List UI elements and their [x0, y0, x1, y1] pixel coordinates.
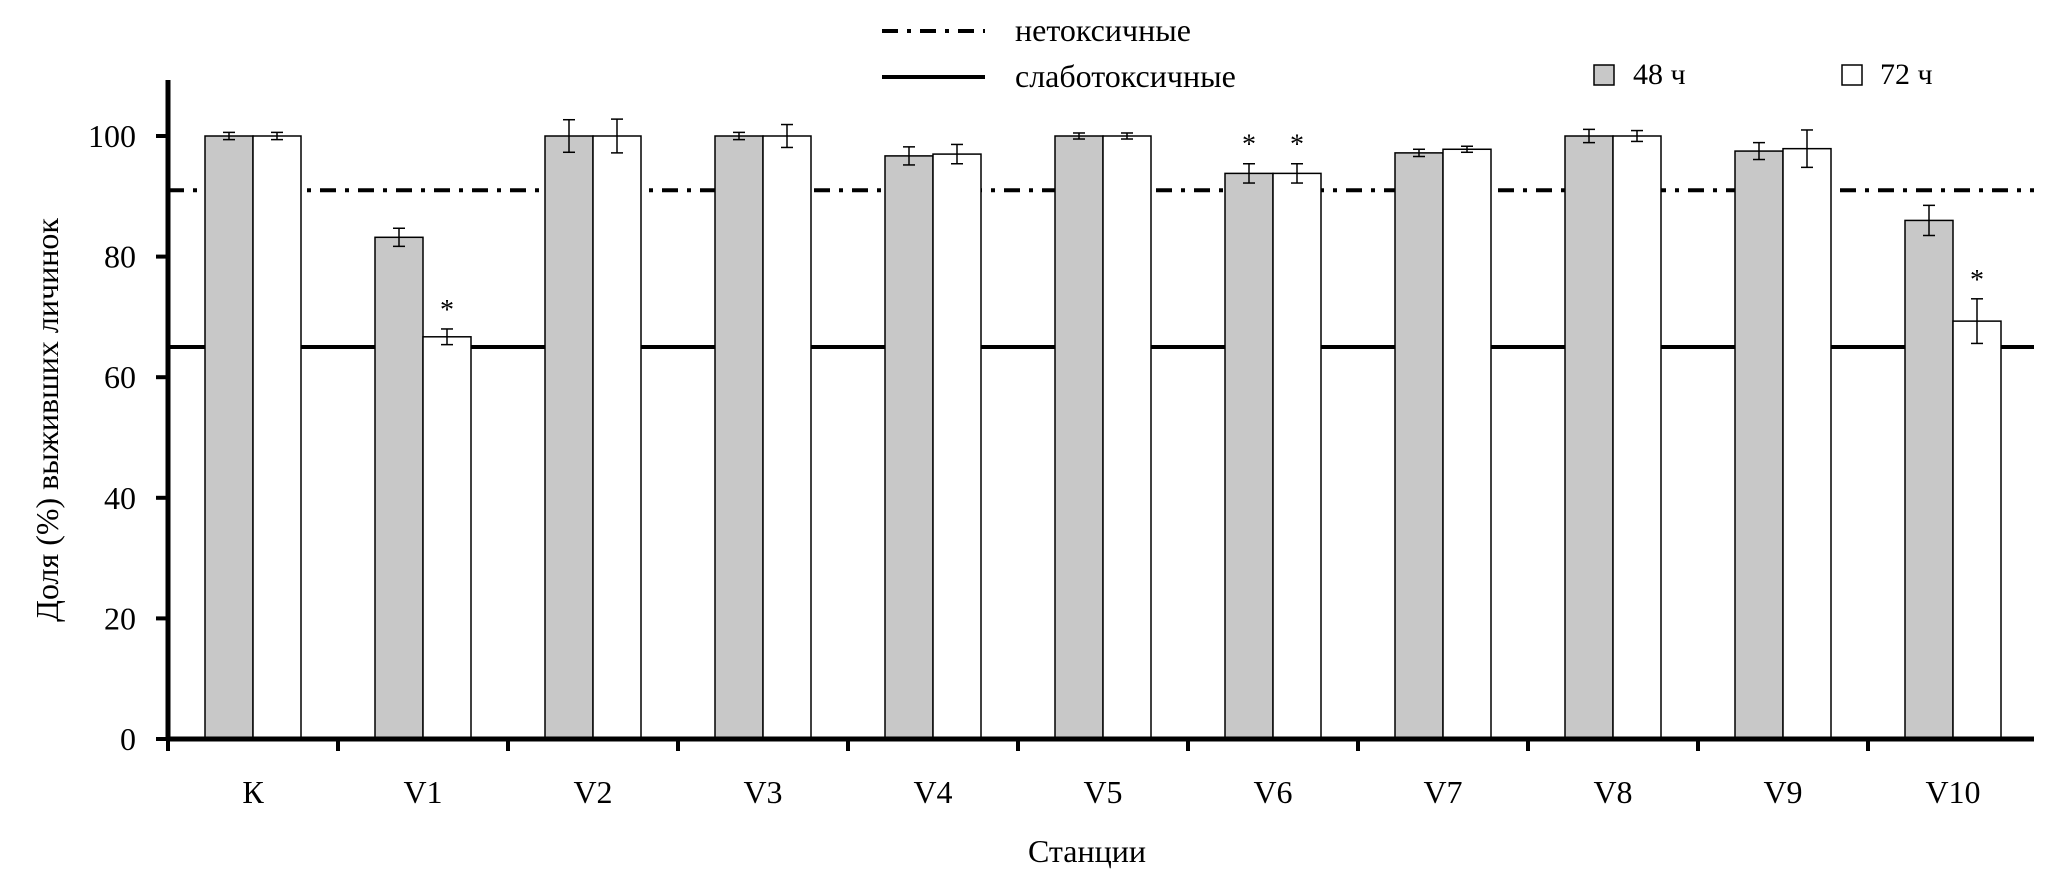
bar-V10-1	[1952, 320, 2002, 740]
x-tick-label-К: К	[242, 774, 264, 810]
bar-V4-1	[932, 153, 982, 740]
bar-V9-0	[1734, 150, 1784, 740]
x-tick-label-V7: V7	[1423, 774, 1462, 810]
significance-markers: * * * *	[440, 130, 1984, 326]
bar-V1-1	[422, 336, 472, 740]
axes	[165, 80, 2034, 742]
bar-V2-0	[544, 135, 594, 740]
legend: нетоксичные слаботоксичные 48 ч 72 ч	[882, 12, 1933, 94]
bar-К-0	[204, 135, 254, 740]
error-bars	[223, 118, 1983, 346]
x-tick-label-V9: V9	[1763, 774, 1802, 810]
y-tick-label: 40	[104, 480, 136, 516]
y-tick-label: 20	[104, 600, 136, 636]
bar-V5-1	[1102, 135, 1152, 740]
y-tick-label: 0	[120, 721, 136, 757]
x-tick-label-V6: V6	[1253, 774, 1292, 810]
significance-marker-V6-1: *	[1290, 130, 1304, 161]
y-axis-ticks: 0 20 40 60 80 100	[88, 118, 168, 757]
x-tick-label-V1: V1	[403, 774, 442, 810]
legend-label-72h: 72 ч	[1880, 58, 1933, 91]
legend-swatch-48h	[1593, 64, 1615, 86]
x-tick-label-V5: V5	[1083, 774, 1122, 810]
x-tick-label-V8: V8	[1593, 774, 1632, 810]
y-tick-label: 100	[88, 118, 136, 154]
bar-V6-0	[1224, 172, 1274, 740]
bar-V4-0	[884, 155, 934, 740]
significance-marker-V6-0: *	[1242, 130, 1256, 161]
bar-V3-1	[762, 135, 812, 740]
bar-V6-1	[1272, 172, 1322, 740]
y-axis-label: Доля (%) выживших личинок	[29, 218, 65, 622]
significance-marker-V1-1: *	[440, 295, 454, 326]
x-tick-label-V2: V2	[573, 774, 612, 810]
bar-К-1	[252, 135, 302, 740]
bar-V10-0	[1904, 219, 1954, 740]
x-tick-label-V10: V10	[1925, 774, 1980, 810]
bar-V7-1	[1442, 148, 1492, 740]
x-tick-label-V4: V4	[913, 774, 952, 810]
bar-V7-0	[1394, 152, 1444, 740]
bar-V9-1	[1782, 147, 1832, 740]
legend-label-48h: 48 ч	[1633, 58, 1686, 91]
y-tick-label: 60	[104, 359, 136, 395]
bar-V5-0	[1054, 135, 1104, 740]
x-axis-label: Станции	[1028, 833, 1146, 869]
legend-label-nontoxic: нетоксичные	[1015, 12, 1191, 48]
legend-label-slightly-toxic: слаботоксичные	[1015, 58, 1236, 94]
y-tick-label: 80	[104, 239, 136, 275]
bar-V2-1	[592, 135, 642, 740]
bar-V1-0	[374, 236, 424, 740]
bars	[204, 135, 2002, 740]
x-axis-ticks: К V1 V2 V3 V4 V5 V6 V7 V8 V9 V10	[166, 739, 1981, 810]
bar-V8-0	[1564, 135, 1614, 740]
significance-marker-V10-1: *	[1970, 265, 1984, 296]
legend-swatch-72h	[1841, 64, 1863, 86]
x-tick-label-V3: V3	[743, 774, 782, 810]
bar-V8-1	[1612, 135, 1662, 740]
bar-V3-0	[714, 135, 764, 740]
